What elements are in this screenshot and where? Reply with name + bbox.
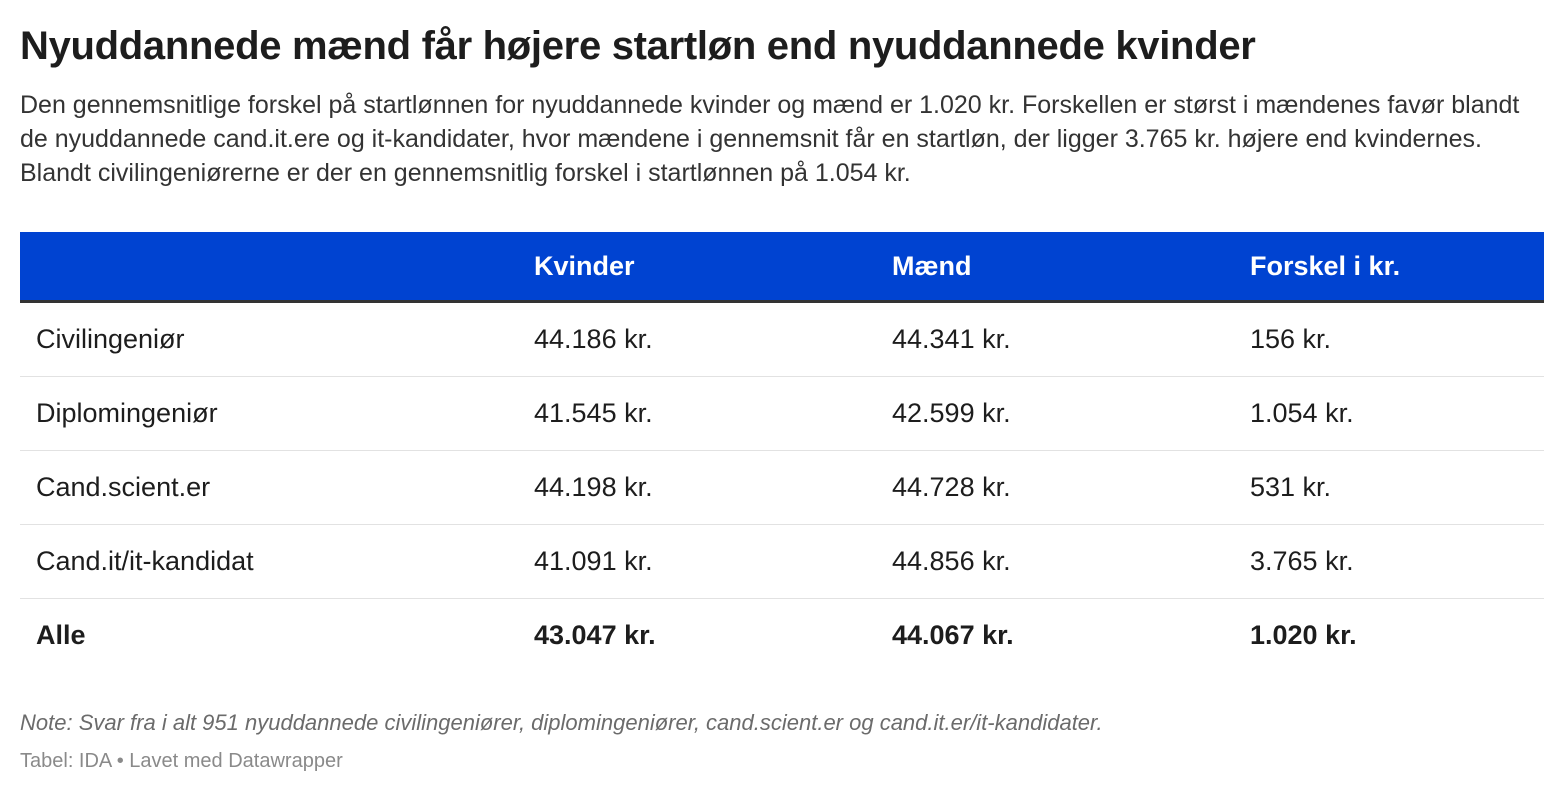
table-source: Tabel: IDA • Lavet med Datawrapper xyxy=(20,750,343,772)
row-label: Cand.it/it-kandidat xyxy=(36,546,254,576)
cell-kvinder: 41.091 kr. xyxy=(534,546,653,576)
cell-maend: 44.341 kr. xyxy=(892,324,1011,354)
table-row: Diplomingeniør 41.545 kr. 42.599 kr. 1.0… xyxy=(20,377,1544,451)
cell-forskel: 531 kr. xyxy=(1250,472,1332,502)
chart-description: Den gennemsnitlige forskel på startlønne… xyxy=(20,91,1520,187)
table-row: Civilingeniør 44.186 kr. 44.341 kr. 156 … xyxy=(20,303,1544,377)
table-row-total: Alle 43.047 kr. 44.067 kr. 1.020 kr. xyxy=(20,599,1544,672)
table-row: Cand.it/it-kandidat 41.091 kr. 44.856 kr… xyxy=(20,525,1544,599)
table-note: Note: Svar fra i alt 951 nyuddannede civ… xyxy=(20,710,1103,735)
row-label: Diplomingeniør xyxy=(36,398,218,428)
cell-kvinder: 44.198 kr. xyxy=(534,472,653,502)
cell-maend: 44.856 kr. xyxy=(892,546,1011,576)
column-header-maend: Mænd xyxy=(892,251,972,281)
cell-maend: 42.599 kr. xyxy=(892,398,1011,428)
row-label: Alle xyxy=(36,620,86,650)
table-row: Cand.scient.er 44.198 kr. 44.728 kr. 531… xyxy=(20,451,1544,525)
cell-forskel: 3.765 kr. xyxy=(1250,546,1354,576)
table-header: Kvinder Mænd Forskel i kr. xyxy=(20,232,1544,303)
cell-kvinder: 43.047 kr. xyxy=(534,620,656,650)
chart-header: Nyuddannede mænd får højere startløn end… xyxy=(20,20,1544,190)
row-label: Cand.scient.er xyxy=(36,472,211,502)
cell-forskel: 1.020 kr. xyxy=(1250,620,1357,650)
cell-maend: 44.728 kr. xyxy=(892,472,1011,502)
column-header-kvinder: Kvinder xyxy=(534,251,635,281)
data-table: Kvinder Mænd Forskel i kr. Civilingeniør… xyxy=(20,232,1544,672)
column-header-forskel: Forskel i kr. xyxy=(1250,251,1401,281)
cell-kvinder: 44.186 kr. xyxy=(534,324,653,354)
row-label: Civilingeniør xyxy=(36,324,185,354)
cell-forskel: 1.054 kr. xyxy=(1250,398,1354,428)
chart-title: Nyuddannede mænd får højere startløn end… xyxy=(20,24,1256,68)
cell-maend: 44.067 kr. xyxy=(892,620,1014,650)
cell-forskel: 156 kr. xyxy=(1250,324,1332,354)
cell-kvinder: 41.545 kr. xyxy=(534,398,653,428)
